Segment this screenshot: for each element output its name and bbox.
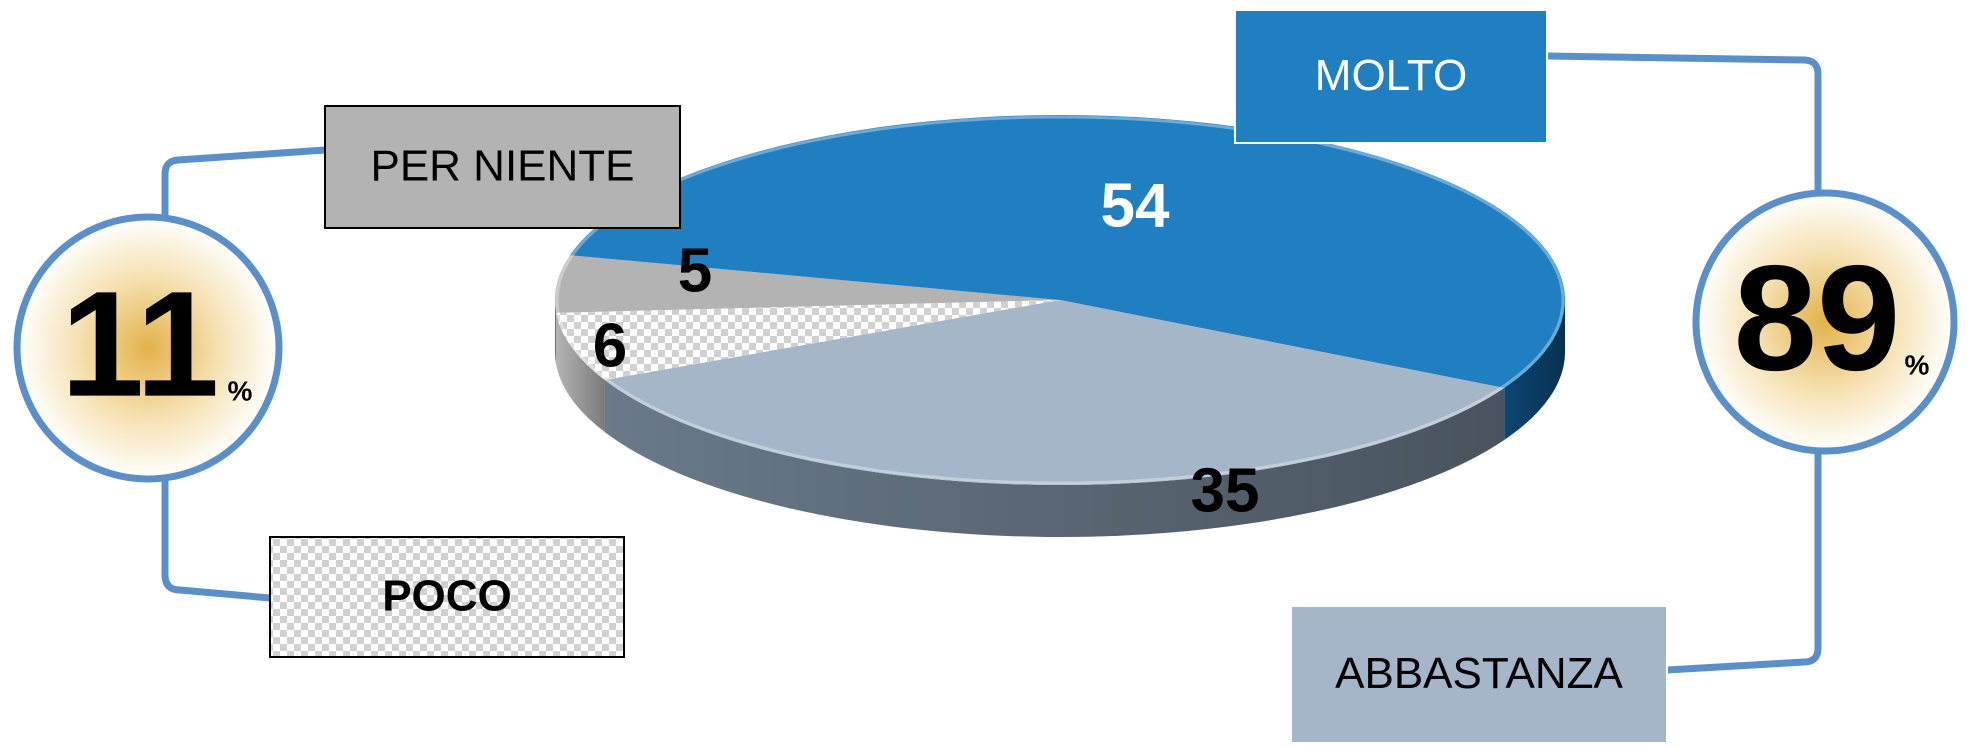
total-circle <box>13 213 283 483</box>
label-box-molto <box>1234 9 1548 144</box>
group-total-89: 89% <box>1692 189 1958 455</box>
total-percent-sign: % <box>228 375 253 406</box>
slice-side-shade-molto <box>1504 300 1565 440</box>
group-total-11: 11% <box>13 213 283 483</box>
slice-side-shade-per-niente <box>555 300 557 365</box>
slice-value-labels: 5 54 35 6 <box>593 171 1260 525</box>
legend-label-per-niente: PER NIENTE <box>370 142 634 191</box>
total-percent-sign: % <box>1905 349 1930 380</box>
category-labels: PER NIENTE POCO MOLTO ABBASTANZA <box>269 9 1668 744</box>
total-circle <box>1692 189 1958 455</box>
legend-label-poco: POCO <box>382 572 512 621</box>
slice-side-shade-abbastanza <box>604 379 1505 538</box>
label-box-poco <box>269 536 625 658</box>
pie-rim-highlight <box>555 115 1565 485</box>
slice-value-abbastanza: 35 <box>1191 456 1260 525</box>
pie-slices <box>555 115 1565 538</box>
connector-right-bottom <box>1663 446 1822 674</box>
connector-right-top <box>1543 52 1822 204</box>
connector-left-bottom <box>161 466 274 602</box>
slice-molto <box>570 115 1565 388</box>
connector-lines <box>161 52 1822 674</box>
slice-abbastanza <box>604 300 1505 486</box>
slice-poco <box>556 300 1060 380</box>
legend-label-molto: MOLTO <box>1315 51 1467 100</box>
group-totals: 11% 89% <box>13 189 1958 483</box>
slice-value-per-niente: 5 <box>678 236 712 305</box>
connector-left-top <box>161 146 329 224</box>
label-box-per-niente <box>324 105 681 229</box>
slice-side-shade-poco <box>556 312 605 432</box>
label-box-abbastanza <box>1290 605 1668 744</box>
slice-value-molto: 54 <box>1101 171 1170 240</box>
slice-per-niente <box>555 255 1060 313</box>
slice-value-poco: 6 <box>593 311 627 380</box>
total-value: 11 <box>61 260 220 428</box>
total-value: 89 <box>1734 234 1901 402</box>
legend-label-abbastanza: ABBASTANZA <box>1335 649 1623 698</box>
